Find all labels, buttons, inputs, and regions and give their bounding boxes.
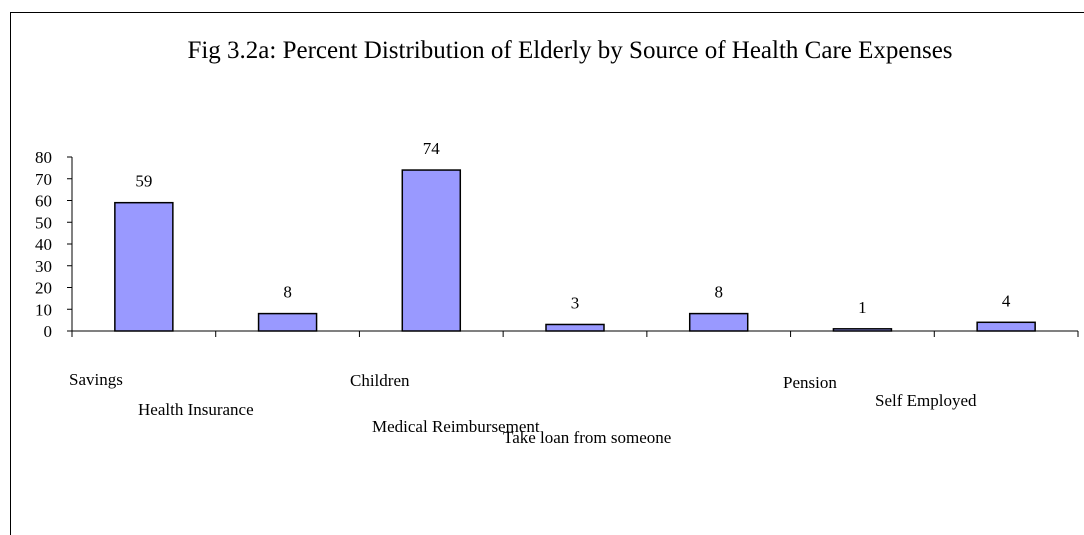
chart-frame	[10, 12, 1084, 535]
data-label-1: 8	[283, 283, 292, 302]
bar-5	[832, 328, 893, 332]
y-tick-label-0: 0	[44, 322, 53, 341]
bar-1	[257, 312, 318, 332]
y-tick-label-20: 20	[35, 279, 52, 298]
bar-2	[401, 169, 462, 332]
data-label-2: 74	[423, 139, 441, 158]
y-tick-label-70: 70	[35, 170, 52, 189]
y-tick-label-40: 40	[35, 235, 52, 254]
chart-title: Fig 3.2a: Percent Distribution of Elderl…	[187, 37, 953, 64]
y-tick-label-30: 30	[35, 257, 52, 276]
y-tick-label-60: 60	[35, 192, 52, 211]
data-label-6: 4	[1002, 291, 1011, 310]
category-label-1: Health Insurance	[138, 400, 254, 419]
category-label-2: Children	[350, 371, 410, 390]
y-tick-label-80: 80	[35, 148, 52, 167]
bar-0	[114, 201, 174, 332]
data-label-0: 59	[135, 172, 152, 191]
y-tick-label-10: 10	[35, 300, 52, 319]
bar-6	[976, 321, 1036, 332]
category-label-4: Take loan from someone	[503, 428, 671, 447]
y-tick-label-50: 50	[35, 213, 52, 232]
category-label-6: Self Employed	[875, 391, 977, 410]
category-label-5: Pension	[783, 373, 837, 392]
bar-4	[688, 312, 749, 332]
category-label-3: Medical Reimbursement	[372, 417, 540, 436]
data-label-5: 1	[858, 298, 867, 317]
data-label-4: 8	[714, 283, 723, 302]
category-label-0: Savings	[69, 370, 123, 389]
data-label-3: 3	[571, 293, 580, 312]
bar-3	[545, 323, 605, 332]
